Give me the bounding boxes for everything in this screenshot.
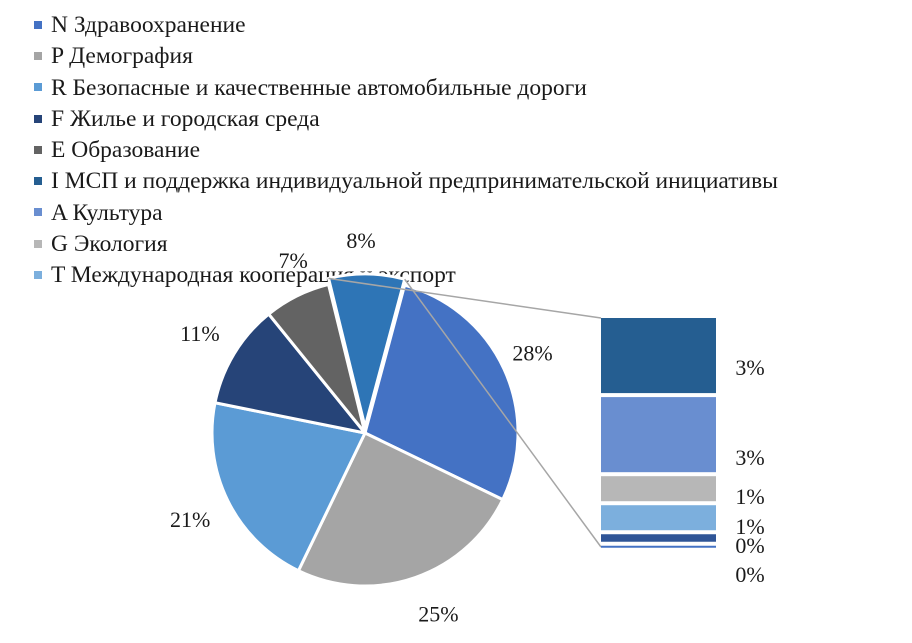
chart-legend: N Здравоохранение P Демография R Безопасны… [34,10,778,292]
legend-item: E Образование [34,135,778,166]
legend-label: R Безопасные и качественные автомобильны… [51,74,587,101]
legend-swatch [34,177,42,186]
legend-swatch [34,20,42,29]
connector-line [404,278,602,548]
legend-item: A Культура [34,198,778,229]
legend-item: N Здравоохранение [34,10,778,41]
legend-label: F Жилье и городская среда [51,105,320,132]
legend-swatch [34,51,42,60]
pie-data-label: 28% [512,341,552,366]
bar-segment [601,318,716,394]
pie-data-label: 7% [279,248,308,273]
legend-item: G Экология [34,229,778,260]
pie-slice [210,400,368,573]
legend-swatch [34,239,42,248]
connector-line [328,277,602,319]
legend-label: P Демография [51,43,193,70]
bar-data-label: 1% [735,484,764,509]
pie-data-label: 8% [346,228,375,253]
legend-swatch [34,83,42,92]
legend-swatch [34,145,42,154]
bar-segment [601,545,716,548]
bar-data-label: 3% [735,445,764,470]
legend-item: R Безопасные и качественные автомобильны… [34,73,778,104]
bar-data-label: 0% [735,562,764,587]
pie-group [210,272,520,588]
bar-segment [601,534,716,542]
legend-label: I МСП и поддержка индивидуальной предпри… [51,168,778,195]
legend-swatch [34,208,42,217]
connector-lines [328,277,602,548]
legend-item: F Жилье и городская среда [34,104,778,135]
legend-label: G Экология [51,231,168,258]
bar-data-label: 1% [735,514,764,539]
pie-data-label: 11% [180,321,220,346]
pie-slice [266,282,367,434]
legend-item: P Демография [34,41,778,72]
legend-label: N Здравоохранение [51,12,246,38]
pie-data-label: 21% [170,507,210,532]
bar-of-pie-stack [601,318,716,548]
bar-data-label: 0% [735,533,764,558]
legend-swatch [34,114,42,123]
bar-segment [601,476,716,502]
legend-label: A Культура [51,199,163,226]
pie-data-label: 25% [418,601,458,626]
pie-slice [213,311,369,436]
pie-slice [363,283,520,502]
data-labels: 28%25%21%11%7%8%3%3%1%1%0%0% [170,228,765,626]
legend-swatch [34,270,42,279]
pie-slice [296,430,505,588]
legend-label: E Образование [51,137,201,164]
legend-item: I МСП и поддержка индивидуальной предпри… [34,166,778,197]
bar-data-label: 3% [735,355,764,380]
bar-segment [601,397,716,473]
bar-segment [601,505,716,531]
